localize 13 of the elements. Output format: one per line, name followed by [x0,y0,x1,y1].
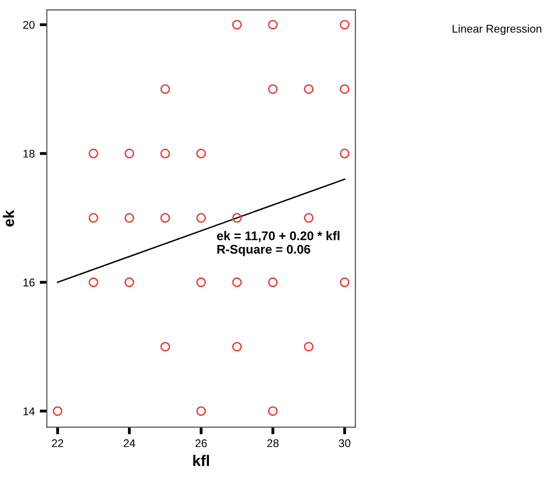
y-tick-label: 18 [24,150,35,158]
text: Linear Regression [452,24,542,35]
y-tick-label: 20 [23,20,35,29]
x-tick-label: 30 [338,439,350,448]
annotation: ek = 11,70 + 0.20 * kfl R-Square = 0.06 [217,231,340,256]
x-tick-label: 28 [267,439,279,448]
x-tick-label: 22 [52,439,64,448]
y-axis-title: ek [2,210,14,226]
x-tick-label: 24 [124,439,136,448]
x-tick-label: 26 [195,439,207,448]
y-tick-label: 14 [24,407,35,416]
x-axis-title: kfl [193,454,209,466]
y-tick-label: 16 [24,278,35,286]
